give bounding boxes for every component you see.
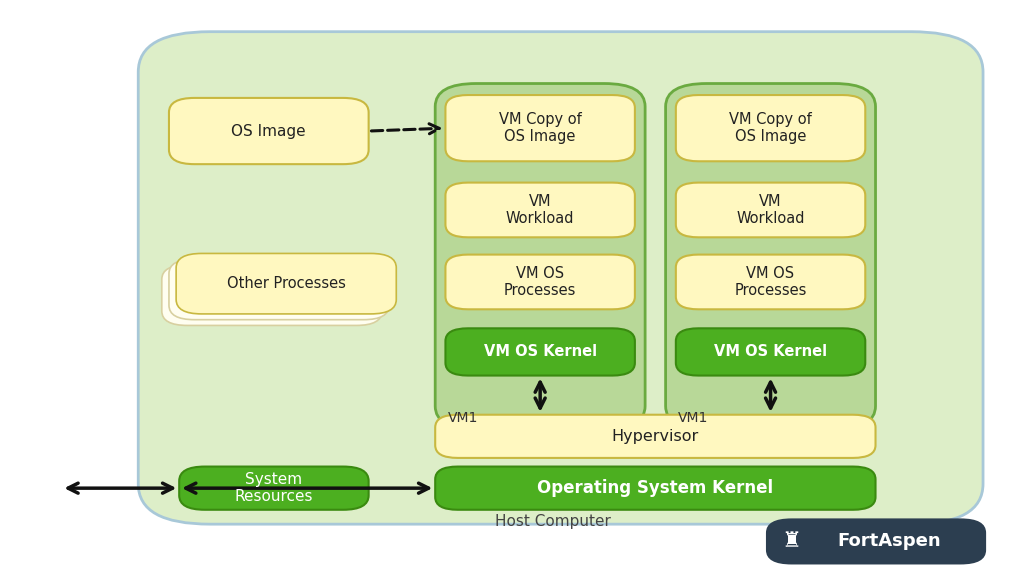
Text: VM1: VM1 bbox=[678, 411, 709, 425]
FancyBboxPatch shape bbox=[169, 259, 389, 320]
Text: Operating System Kernel: Operating System Kernel bbox=[538, 479, 773, 497]
FancyBboxPatch shape bbox=[676, 183, 865, 237]
Text: OS Image: OS Image bbox=[231, 123, 306, 139]
Text: FortAspen: FortAspen bbox=[837, 532, 941, 551]
Text: VM OS
Processes: VM OS Processes bbox=[504, 266, 577, 298]
FancyBboxPatch shape bbox=[766, 518, 986, 564]
Text: System
Resources: System Resources bbox=[234, 472, 313, 505]
FancyBboxPatch shape bbox=[435, 84, 645, 429]
Text: VM
Workload: VM Workload bbox=[506, 194, 574, 226]
Text: VM OS Kernel: VM OS Kernel bbox=[714, 344, 827, 359]
FancyBboxPatch shape bbox=[445, 328, 635, 376]
FancyBboxPatch shape bbox=[435, 467, 876, 510]
Text: VM Copy of
OS Image: VM Copy of OS Image bbox=[499, 112, 582, 145]
FancyBboxPatch shape bbox=[162, 265, 382, 325]
FancyBboxPatch shape bbox=[445, 95, 635, 161]
FancyBboxPatch shape bbox=[445, 255, 635, 309]
Text: Hypervisor: Hypervisor bbox=[611, 429, 699, 444]
FancyBboxPatch shape bbox=[445, 183, 635, 237]
FancyBboxPatch shape bbox=[676, 328, 865, 376]
Text: VM OS Kernel: VM OS Kernel bbox=[483, 344, 597, 359]
FancyBboxPatch shape bbox=[179, 467, 369, 510]
FancyBboxPatch shape bbox=[666, 84, 876, 429]
Text: VM
Workload: VM Workload bbox=[736, 194, 805, 226]
Text: ♜: ♜ bbox=[781, 532, 802, 551]
FancyBboxPatch shape bbox=[138, 32, 983, 524]
FancyBboxPatch shape bbox=[176, 253, 396, 314]
FancyBboxPatch shape bbox=[169, 98, 369, 164]
FancyBboxPatch shape bbox=[435, 415, 876, 458]
FancyBboxPatch shape bbox=[676, 95, 865, 161]
Text: Other Processes: Other Processes bbox=[226, 276, 346, 291]
FancyBboxPatch shape bbox=[676, 255, 865, 309]
Text: VM1: VM1 bbox=[447, 411, 478, 425]
Text: VM Copy of
OS Image: VM Copy of OS Image bbox=[729, 112, 812, 145]
Text: Host Computer: Host Computer bbox=[495, 514, 611, 529]
Text: VM OS
Processes: VM OS Processes bbox=[734, 266, 807, 298]
